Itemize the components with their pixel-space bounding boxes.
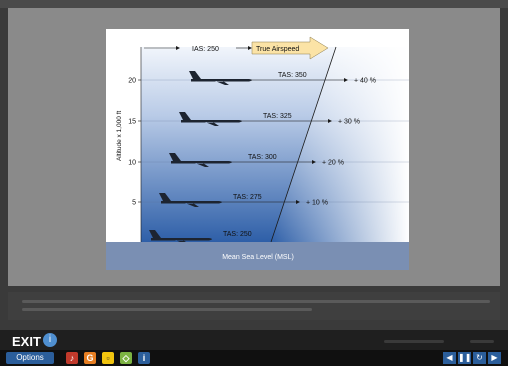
altitude-level: 15 TAS: 325 + 30 % xyxy=(128,112,360,126)
altitude-level: 20 TAS: 350 + 40 % xyxy=(128,71,376,85)
axis-label: Altitude x 1,000 ft xyxy=(116,111,123,161)
true-airspeed-label: True Airspeed xyxy=(256,46,299,53)
exit-button[interactable]: EXIT xyxy=(12,334,41,349)
altitude-tick-label: 10 xyxy=(128,160,136,167)
next-icon[interactable]: ▶ xyxy=(488,352,501,364)
tas-label: TAS: 350 xyxy=(278,72,307,79)
chat-icon[interactable]: ◇ xyxy=(120,352,132,364)
altitude-tick-label: 5 xyxy=(132,200,136,207)
caption-text-line xyxy=(22,300,490,303)
sea-level-band xyxy=(106,242,409,270)
slide-counter-faded xyxy=(470,340,494,343)
glossary-icon[interactable]: G xyxy=(84,352,96,364)
percent-increase-label: + 20 % xyxy=(322,160,344,167)
player-top-bar xyxy=(0,330,508,350)
replay-icon[interactable]: ↻ xyxy=(473,352,486,364)
altitude-airspeed-diagram: IAS: 250 True Airspeed Altitude x 1,000 … xyxy=(106,36,409,270)
percent-increase-label: + 10 % xyxy=(306,200,328,207)
altitude-level: 10 TAS: 300 + 20 % xyxy=(128,153,344,167)
previous-icon[interactable]: ◀ xyxy=(443,352,456,364)
airplane-icon xyxy=(179,112,242,126)
altitude-level: 5 TAS: 275 + 10 % xyxy=(132,193,328,207)
true-airspeed-arrow xyxy=(251,36,329,60)
info-icon[interactable]: i xyxy=(138,352,150,364)
caption-text-line xyxy=(22,308,312,311)
options-button[interactable]: Options xyxy=(6,352,54,364)
speaker-icon[interactable]: ♪ xyxy=(66,352,78,364)
percent-increase-label: + 30 % xyxy=(338,119,360,126)
airplane-icon xyxy=(149,230,212,244)
airplane-icon xyxy=(189,71,252,85)
tas-label: TAS: 250 xyxy=(223,231,252,238)
tas-boundary-line xyxy=(270,46,337,243)
pause-icon[interactable]: ❚❚ xyxy=(458,352,472,364)
altitude-level: TAS: 250 xyxy=(149,230,252,244)
tas-label: TAS: 300 xyxy=(248,154,277,161)
altitude-tick-label: 20 xyxy=(128,78,136,85)
info-icon[interactable]: i xyxy=(43,333,57,347)
percent-increase-label: + 40 % xyxy=(354,78,376,85)
airplane-icon xyxy=(159,193,222,207)
true-airspeed-figure: IAS: 250 True Airspeed Altitude x 1,000 … xyxy=(106,29,409,270)
window-top-border xyxy=(0,0,508,8)
sea-level-label: Mean Sea Level (MSL) xyxy=(222,254,294,261)
airplane-icon xyxy=(169,153,232,167)
ias-label: IAS: 250 xyxy=(192,46,219,53)
tas-label: TAS: 325 xyxy=(263,113,292,120)
notes-icon[interactable]: ▫ xyxy=(102,352,114,364)
narration-caption xyxy=(8,292,500,320)
slide-title-faded xyxy=(384,340,444,343)
tas-label: TAS: 275 xyxy=(233,194,262,201)
tas-increase-region xyxy=(271,47,409,242)
altitude-tick-label: 15 xyxy=(128,119,136,126)
